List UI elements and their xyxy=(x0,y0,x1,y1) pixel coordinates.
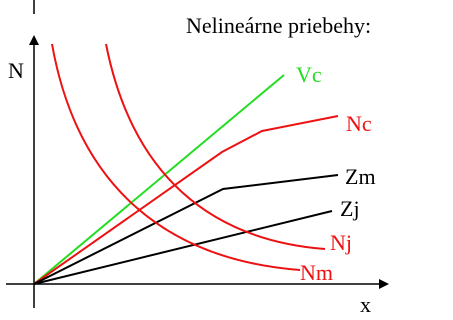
curve-nj-line xyxy=(106,44,325,249)
curve-nm-label: Nm xyxy=(300,260,333,285)
curve-nj-label: Nj xyxy=(330,230,352,255)
curve-zj-label: Zj xyxy=(340,196,360,221)
curve-zm-label: Zm xyxy=(345,164,376,189)
curve-nc-line xyxy=(34,116,338,284)
curve-nm: Nm xyxy=(52,44,333,285)
curve-vc: Vc xyxy=(34,62,322,284)
curve-nc-label: Nc xyxy=(346,111,372,136)
diagram-title: Nelineárne priebehy: xyxy=(186,13,371,38)
y-axis-label: N xyxy=(8,58,24,83)
x-axis-label: x xyxy=(360,292,371,317)
curve-nm-line xyxy=(52,44,300,270)
curve-zm-line xyxy=(34,175,338,284)
curve-vc-label: Vc xyxy=(296,62,322,87)
